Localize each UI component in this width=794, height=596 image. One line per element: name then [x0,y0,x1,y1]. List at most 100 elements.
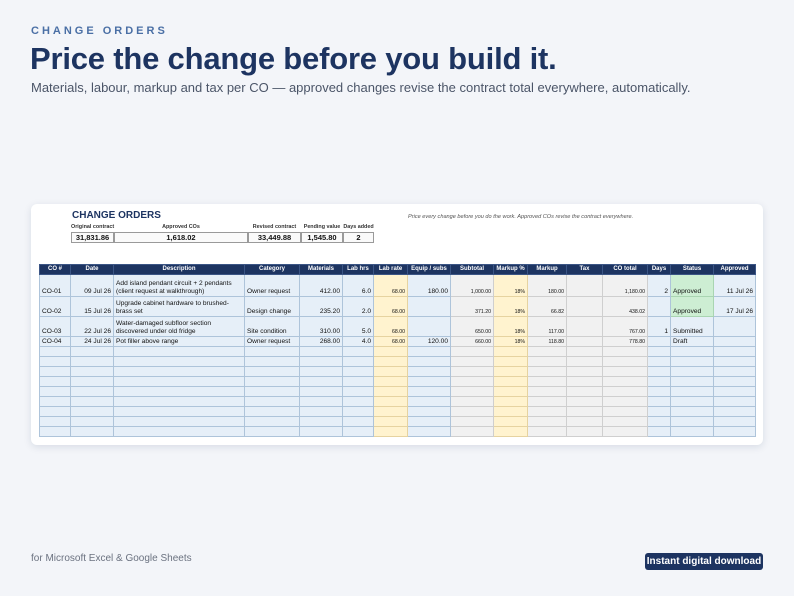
cell-status[interactable]: Submitted [670,316,714,337]
empty-cell[interactable] [527,376,567,387]
empty-cell[interactable] [713,416,756,427]
empty-cell[interactable] [407,386,451,397]
empty-cell[interactable] [299,386,343,397]
column-header[interactable]: Subtotal [450,264,494,275]
column-header[interactable]: Lab rate [373,264,408,275]
empty-cell[interactable] [566,406,603,417]
cell-materials[interactable]: 268.00 [299,336,343,347]
empty-cell[interactable] [39,406,71,417]
empty-cell[interactable] [299,376,343,387]
empty-cell[interactable] [70,416,114,427]
empty-cell[interactable] [407,396,451,407]
cell-markup[interactable]: 118.80 [527,336,567,347]
empty-cell[interactable] [647,376,671,387]
cell-materials[interactable]: 310.00 [299,316,343,337]
empty-cell[interactable] [670,346,714,357]
empty-cell[interactable] [373,376,408,387]
empty-cell[interactable] [342,346,374,357]
empty-cell[interactable] [602,346,648,357]
cell-description[interactable]: Pot filler above range [113,336,245,347]
column-header[interactable]: Lab hrs [342,264,374,275]
empty-cell[interactable] [566,396,603,407]
column-header[interactable]: Category [244,264,300,275]
empty-cell[interactable] [670,406,714,417]
empty-cell[interactable] [70,366,114,377]
cell-tax[interactable] [566,274,603,297]
cell-status[interactable]: Approved [670,274,714,297]
empty-cell[interactable] [373,346,408,357]
empty-cell[interactable] [299,426,343,437]
cell-markup-pct[interactable]: 18% [493,296,528,317]
empty-cell[interactable] [647,386,671,397]
empty-cell[interactable] [450,376,494,387]
cell-category[interactable]: Design change [244,296,300,317]
empty-cell[interactable] [70,386,114,397]
empty-cell[interactable] [342,426,374,437]
empty-cell[interactable] [407,416,451,427]
empty-cell[interactable] [70,396,114,407]
empty-cell[interactable] [373,426,408,437]
cell-equip-subs[interactable]: 180.00 [407,274,451,297]
column-header[interactable]: Markup % [493,264,528,275]
empty-cell[interactable] [450,366,494,377]
empty-cell[interactable] [527,426,567,437]
empty-cell[interactable] [493,416,528,427]
column-header[interactable]: Status [670,264,714,275]
cell-lab-hrs[interactable]: 2.0 [342,296,374,317]
column-header[interactable]: Tax [566,264,603,275]
cell-category[interactable]: Owner request [244,336,300,347]
cell-status[interactable]: Approved [670,296,714,317]
empty-cell[interactable] [244,426,300,437]
empty-cell[interactable] [566,386,603,397]
cell-subtotal[interactable]: 1,000.00 [450,274,494,297]
empty-cell[interactable] [407,356,451,367]
cell-markup[interactable]: 180.00 [527,274,567,297]
empty-cell[interactable] [450,346,494,357]
empty-cell[interactable] [450,406,494,417]
empty-cell[interactable] [39,396,71,407]
empty-cell[interactable] [713,386,756,397]
empty-cell[interactable] [39,376,71,387]
cell-co-total[interactable]: 1,180.00 [602,274,648,297]
cell-description[interactable]: Add island pendant circuit + 2 pendants … [113,274,245,297]
cell-approved-date[interactable]: 17 Jul 26 [713,296,756,317]
cell-status[interactable]: Draft [670,336,714,347]
empty-cell[interactable] [113,346,245,357]
empty-cell[interactable] [670,386,714,397]
empty-cell[interactable] [713,406,756,417]
empty-cell[interactable] [670,356,714,367]
summary-value[interactable]: 31,831.86 [71,232,114,243]
cell-category[interactable]: Owner request [244,274,300,297]
column-header[interactable]: Markup [527,264,567,275]
empty-cell[interactable] [450,416,494,427]
empty-cell[interactable] [670,416,714,427]
empty-cell[interactable] [299,366,343,377]
cell-date[interactable]: 24 Jul 26 [70,336,114,347]
cell-co-number[interactable]: CO-01 [39,274,71,297]
empty-cell[interactable] [713,366,756,377]
empty-cell[interactable] [299,406,343,417]
empty-cell[interactable] [113,426,245,437]
column-header[interactable]: Days [647,264,671,275]
empty-cell[interactable] [713,356,756,367]
empty-cell[interactable] [342,396,374,407]
empty-cell[interactable] [70,356,114,367]
empty-cell[interactable] [342,406,374,417]
empty-cell[interactable] [602,426,648,437]
empty-cell[interactable] [566,376,603,387]
empty-cell[interactable] [39,426,71,437]
empty-cell[interactable] [113,386,245,397]
empty-cell[interactable] [113,366,245,377]
column-header[interactable]: Materials [299,264,343,275]
cell-co-number[interactable]: CO-02 [39,296,71,317]
empty-cell[interactable] [407,376,451,387]
summary-value[interactable]: 2 [343,232,374,243]
empty-cell[interactable] [39,356,71,367]
empty-cell[interactable] [450,396,494,407]
cell-materials[interactable]: 235.20 [299,296,343,317]
empty-cell[interactable] [713,376,756,387]
empty-cell[interactable] [670,396,714,407]
cell-tax[interactable] [566,296,603,317]
empty-cell[interactable] [342,416,374,427]
empty-cell[interactable] [299,346,343,357]
